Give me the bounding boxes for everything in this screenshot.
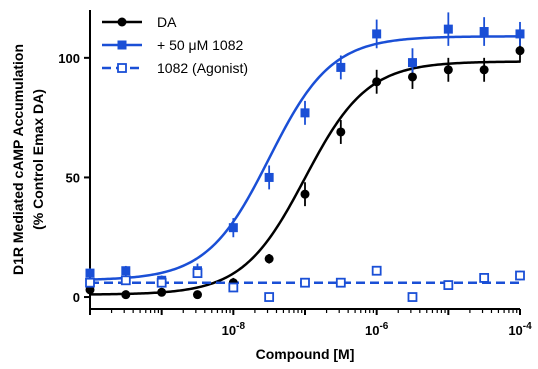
data-point	[192, 290, 202, 300]
data-point	[443, 65, 453, 75]
data-points	[85, 24, 525, 302]
data-point	[515, 29, 525, 39]
legend-label: + 50 μM 1082	[157, 37, 244, 53]
x-tick-label: 10-8	[222, 321, 246, 338]
x-tick-label: 10-4	[508, 321, 532, 338]
data-point	[156, 277, 167, 288]
data-point	[479, 65, 489, 75]
data-point	[300, 189, 310, 199]
data-point	[192, 268, 203, 279]
data-point	[120, 275, 131, 286]
data-point	[443, 280, 454, 290]
y-tick-label: 0	[73, 290, 80, 305]
legend-marker	[117, 63, 127, 73]
legend-label: 1082 (Agonist)	[157, 60, 248, 76]
axes	[89, 10, 520, 310]
data-point	[228, 282, 239, 293]
data-point	[407, 58, 417, 68]
data-point	[515, 46, 525, 56]
fit-curve	[89, 35, 520, 281]
y-tick-label: 50	[66, 170, 80, 185]
tick-marks: 0 50 100 10-8 10-6 10-4	[58, 51, 532, 338]
data-point	[85, 268, 95, 278]
data-point	[85, 277, 95, 288]
data-point	[336, 127, 346, 137]
data-point	[264, 292, 275, 302]
data-point	[479, 273, 490, 283]
legend: DA + 50 μM 1082 1082 (Agonist)	[102, 14, 248, 76]
data-point	[407, 292, 418, 302]
fit-curves	[89, 35, 521, 296]
data-point	[300, 277, 310, 288]
data-point	[157, 287, 167, 297]
legend-marker	[117, 40, 127, 50]
x-axis-label: Compound [M]	[256, 346, 355, 362]
data-point	[371, 265, 382, 276]
data-point	[372, 29, 382, 39]
data-point	[121, 290, 131, 300]
data-point	[443, 24, 453, 34]
data-point	[335, 277, 346, 288]
data-point	[85, 285, 95, 295]
data-point	[479, 27, 489, 37]
data-point	[336, 62, 346, 72]
legend-label: DA	[157, 14, 177, 30]
y-tick-label: 100	[58, 51, 80, 66]
data-point	[264, 172, 274, 182]
data-point	[515, 270, 525, 281]
error-bars	[89, 12, 521, 298]
data-point	[372, 77, 382, 87]
data-point	[264, 254, 274, 264]
data-point	[300, 108, 310, 118]
y-axis-label-line-1: D1R Mediated cAMP Accumulation	[10, 44, 26, 275]
y-axis-label-line-2: (% Control Emax DA)	[30, 89, 46, 230]
data-point	[121, 266, 131, 276]
x-tick-label: 10-6	[365, 321, 389, 338]
data-point	[407, 72, 417, 82]
legend-marker	[117, 17, 127, 27]
data-point	[228, 223, 238, 233]
